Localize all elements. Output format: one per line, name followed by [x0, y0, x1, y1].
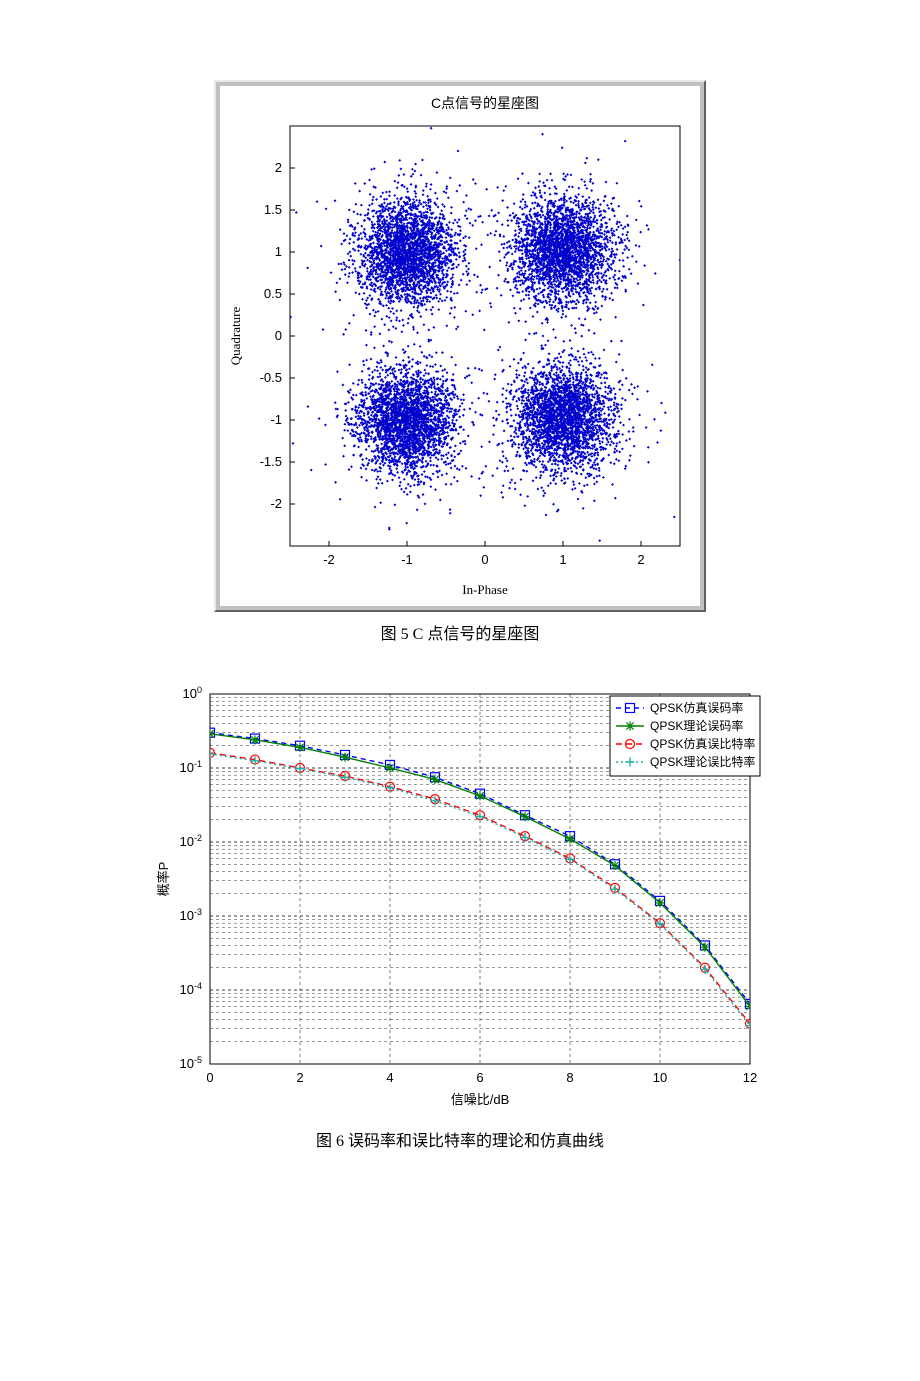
svg-text:C点信号的星座图: C点信号的星座图 [431, 95, 539, 111]
svg-text:-1: -1 [401, 552, 413, 567]
svg-text:-2: -2 [323, 552, 335, 567]
constellation-scatter: C点信号的星座图 -2 -1 0 1 2 -2 -1.5 -1 -0.5 0 0.5 1 1.5 2 In-P… [220, 86, 700, 606]
svg-text:-1.5: -1.5 [260, 454, 282, 469]
svg-text:0.5: 0.5 [264, 286, 282, 301]
svg-text:In-Phase: In-Phase [462, 582, 508, 597]
svg-text:Quadrature: Quadrature [228, 307, 243, 366]
svg-text:2: 2 [275, 160, 282, 175]
ber-ser-line-chart: 02468101210-510-410-310-210-1100信噪比/dB概率… [150, 674, 770, 1114]
svg-text:0: 0 [275, 328, 282, 343]
figure-6: 02468101210-510-410-310-210-1100信噪比/dB概率… [0, 674, 920, 1181]
figure-5-frame: C点信号的星座图 -2 -1 0 1 2 -2 -1.5 -1 -0.5 0 0.5 1 1.5 2 In-P… [214, 80, 706, 612]
svg-text:0: 0 [481, 552, 488, 567]
svg-text:-2: -2 [270, 496, 282, 511]
figure-6-frame: 02468101210-510-410-310-210-1100信噪比/dB概率… [150, 674, 770, 1119]
svg-text:2: 2 [637, 552, 644, 567]
svg-text:1.5: 1.5 [264, 202, 282, 217]
figure-6-caption: 图 6 误码率和误比特率的理论和仿真曲线 [316, 1127, 604, 1151]
svg-text:1: 1 [275, 244, 282, 259]
figure-5: C点信号的星座图 -2 -1 0 1 2 -2 -1.5 -1 -0.5 0 0.5 1 1.5 2 In-P… [0, 80, 920, 674]
svg-text:1: 1 [559, 552, 566, 567]
svg-text:-0.5: -0.5 [260, 370, 282, 385]
figure-5-caption: 图 5 C 点信号的星座图 [381, 620, 540, 644]
svg-text:-1: -1 [270, 412, 282, 427]
